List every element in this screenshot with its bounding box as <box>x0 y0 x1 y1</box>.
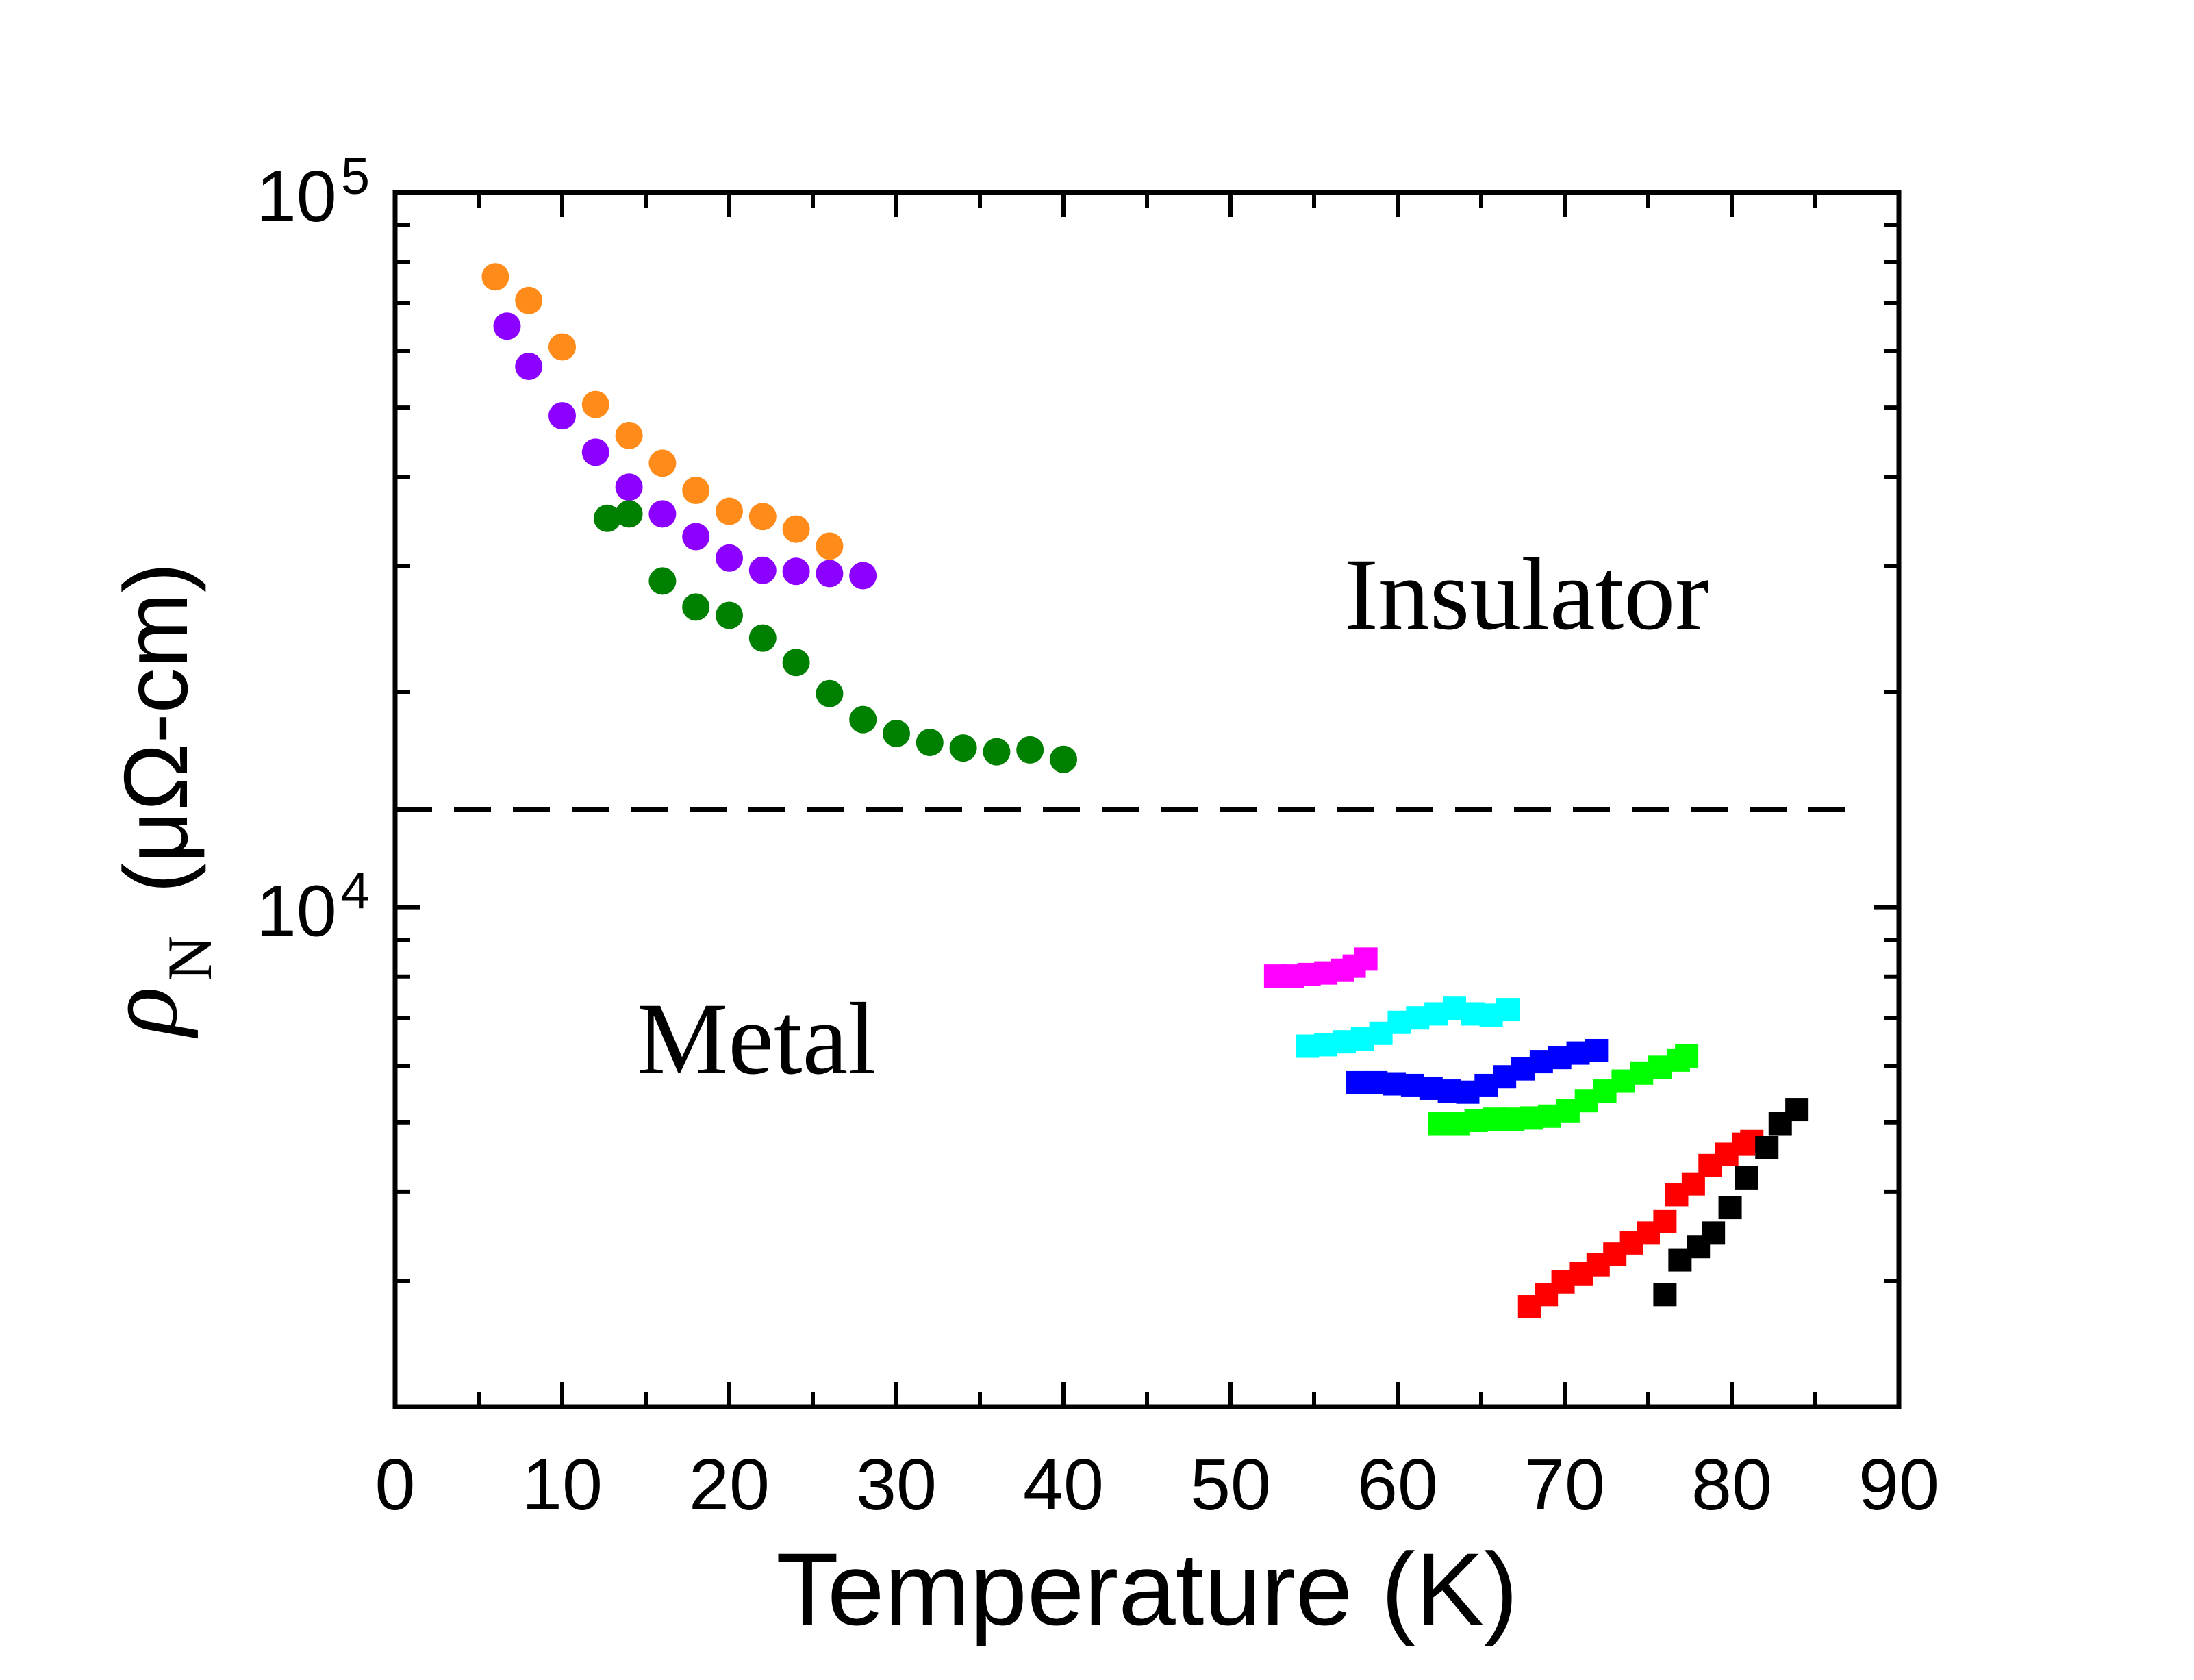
series-2-circle-point <box>782 557 810 586</box>
y-axis-label-rho-symbol: ρ <box>85 987 199 1039</box>
x-tick-label: 50 <box>1190 1444 1271 1525</box>
series-2-circle-point <box>748 556 777 584</box>
series-5-square-point <box>1496 998 1520 1022</box>
insulator-region-label: Insulator <box>1344 538 1709 651</box>
series-2-circle-point <box>816 560 844 588</box>
series-1-circle-point <box>581 390 609 418</box>
series-9-square-point <box>1718 1196 1742 1220</box>
series-1-circle-point <box>716 497 743 525</box>
series-3-circle-point <box>615 500 643 528</box>
series-1-circle-point <box>615 421 643 449</box>
series-3-circle-point <box>1050 745 1077 773</box>
series-2-circle-point <box>548 402 576 430</box>
series-3-circle-point <box>816 679 844 707</box>
plot-frame <box>392 190 1902 1409</box>
y-axis-label-subscript: N <box>155 936 225 981</box>
series-1-circle-point <box>816 532 844 560</box>
series-3-circle-point <box>682 593 710 621</box>
series-3-circle-point <box>883 719 910 747</box>
series-2-circle-point <box>493 312 521 340</box>
series-9-square-point <box>1785 1098 1809 1122</box>
series-2-circle-point <box>716 544 743 572</box>
y-tick-label-exponent: 4 <box>341 862 370 920</box>
series-2-circle-point <box>648 500 677 528</box>
y-tick-label: 104 <box>256 862 370 952</box>
series-3-circle-point <box>1016 736 1044 764</box>
series-3-circle-point <box>983 738 1011 766</box>
series-9-square-point <box>1735 1166 1758 1190</box>
series-4-square-point <box>1354 947 1378 971</box>
x-tick-label: 90 <box>1858 1444 1939 1525</box>
series-2-circle-point <box>615 473 643 501</box>
x-tick-label: 0 <box>375 1444 416 1525</box>
series-3-circle-point <box>716 601 743 629</box>
series-9-square-point <box>1702 1221 1726 1245</box>
x-axis-label: Temperature (K) <box>776 1531 1518 1646</box>
x-tick-label: 40 <box>1023 1444 1104 1525</box>
x-tick-label: 30 <box>856 1444 937 1525</box>
series-1-circle-point <box>481 263 509 291</box>
x-tick-label: 10 <box>522 1444 603 1525</box>
series-1-circle-point <box>648 449 677 477</box>
series-2-circle-point <box>515 352 543 380</box>
y-axis-label: ρN (μΩ-cm) <box>85 562 225 1038</box>
series-1-circle-point <box>782 515 810 543</box>
series-2-circle-point <box>849 562 877 590</box>
y-tick-label-exponent: 5 <box>341 147 370 205</box>
series-3-circle-point <box>849 705 877 734</box>
x-tick-label: 60 <box>1357 1444 1438 1525</box>
series-1-circle-point <box>748 503 777 531</box>
series-3-circle-point <box>782 649 810 677</box>
series-1-circle-point <box>515 286 543 314</box>
metal-region-label: Metal <box>637 982 877 1096</box>
series-2-circle-point <box>581 438 609 466</box>
data-markers <box>481 263 1809 1319</box>
y-axis-label-unit: (μΩ-cm) <box>105 562 206 893</box>
series-8-square-point <box>1653 1209 1677 1233</box>
series-9-square-point <box>1755 1136 1779 1159</box>
series-1-circle-point <box>682 476 710 504</box>
series-3-circle-point <box>916 729 944 757</box>
x-tick-label: 80 <box>1691 1444 1772 1525</box>
series-3-circle-point <box>949 734 977 762</box>
x-tick-label: 20 <box>689 1444 770 1525</box>
series-3-circle-point <box>593 504 621 532</box>
y-tick-label-base: 10 <box>256 156 337 237</box>
y-tick-label: 105 <box>256 147 370 237</box>
series-6-square-point <box>1585 1038 1609 1062</box>
x-tick-label: 70 <box>1524 1444 1605 1525</box>
series-3-circle-point <box>748 624 777 652</box>
series-7-square-point <box>1675 1044 1699 1068</box>
series-1-circle-point <box>548 333 576 361</box>
y-tick-label-base: 10 <box>256 871 337 952</box>
series-9-square-point <box>1653 1283 1677 1307</box>
series-2-circle-point <box>682 523 710 551</box>
series-3-circle-point <box>648 567 677 595</box>
